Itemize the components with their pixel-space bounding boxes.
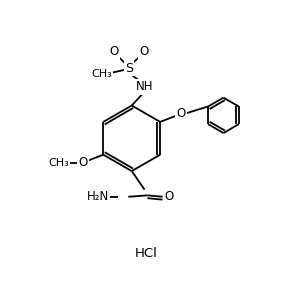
Text: O: O: [139, 46, 148, 58]
Text: HCl: HCl: [135, 247, 157, 260]
Text: O: O: [78, 156, 87, 169]
Text: NH: NH: [136, 80, 153, 93]
Text: CH₃: CH₃: [48, 158, 69, 168]
Text: O: O: [110, 46, 119, 58]
Text: CH₃: CH₃: [91, 69, 112, 79]
Text: O: O: [176, 107, 185, 120]
Text: S: S: [125, 62, 133, 75]
Text: O: O: [164, 190, 173, 203]
Text: H₂N: H₂N: [86, 190, 109, 203]
